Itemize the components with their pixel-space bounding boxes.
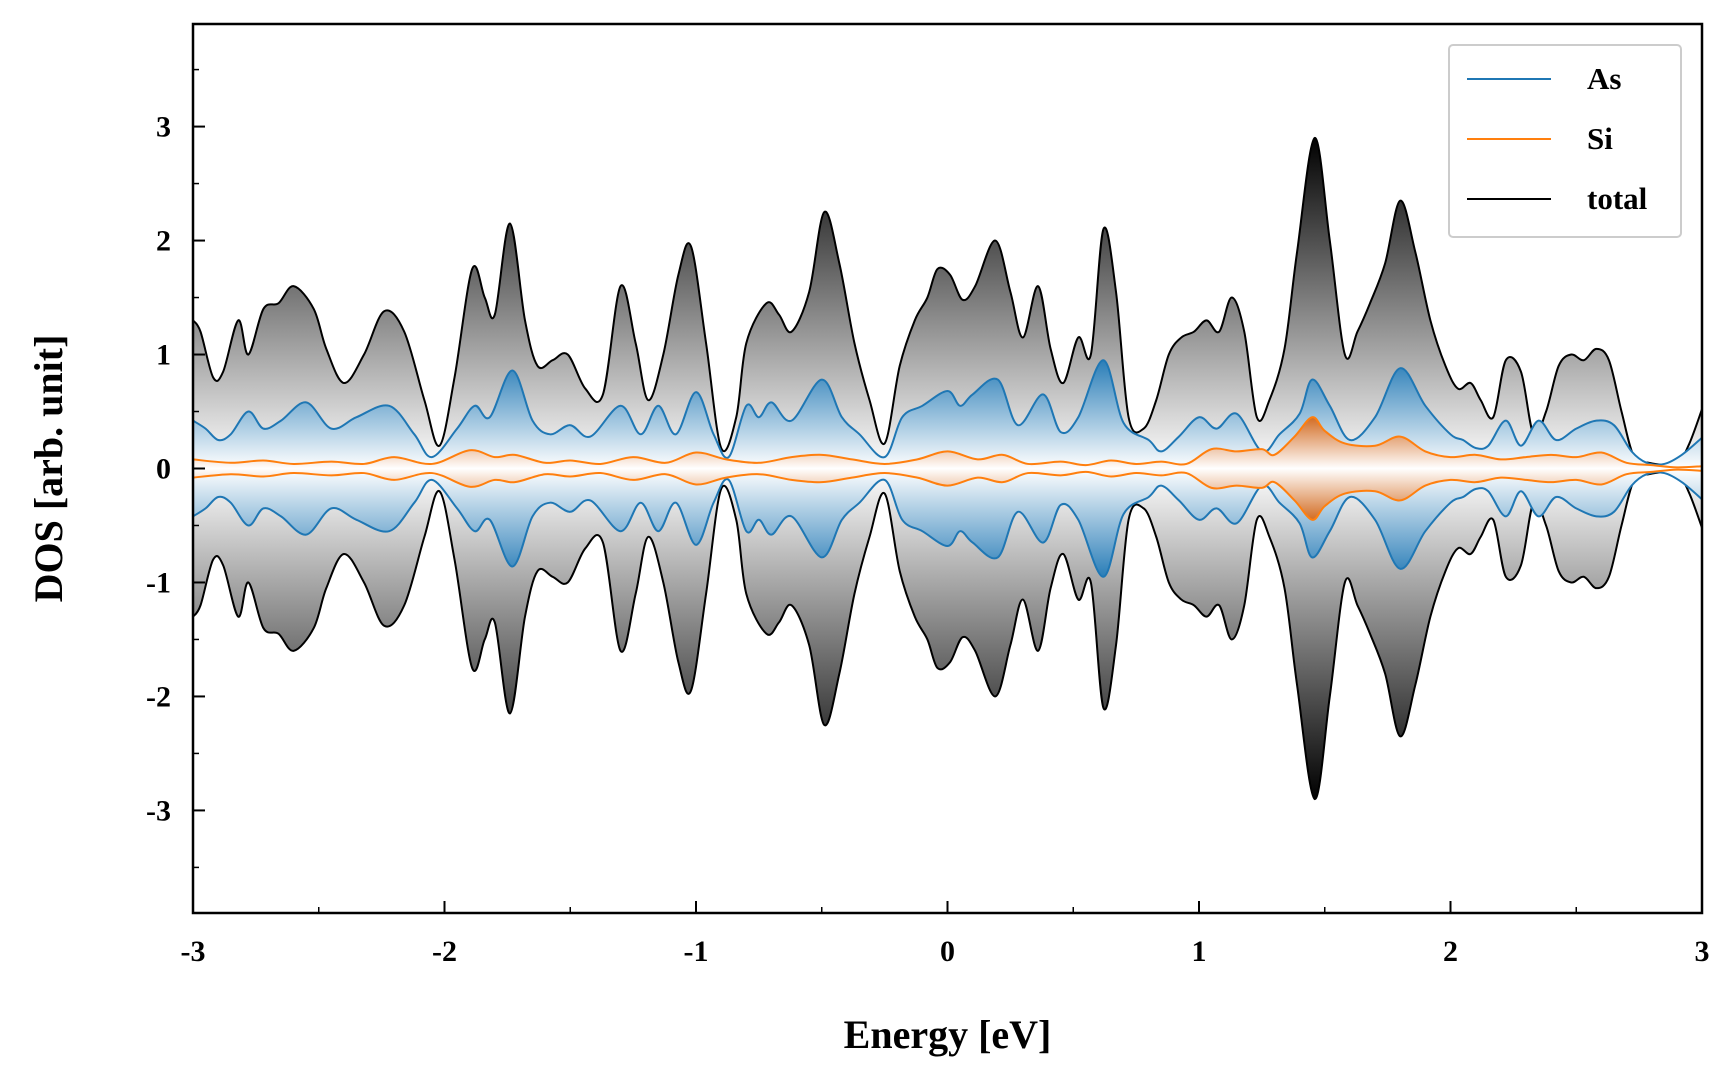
y-tick-label: 0 <box>156 453 171 486</box>
plot-area <box>193 136 1702 801</box>
x-tick-label: -2 <box>432 935 457 968</box>
x-tick-label: 3 <box>1695 935 1710 968</box>
x-tick-label: -3 <box>181 935 206 968</box>
y-tick-label: 3 <box>156 111 171 144</box>
x-tick-label: 1 <box>1192 935 1207 968</box>
y-axis-title: DOS [arb. unit] <box>26 335 71 603</box>
x-axis-title: Energy [eV] <box>844 1012 1052 1057</box>
legend-label: Si <box>1587 121 1613 156</box>
legend-box <box>1448 44 1682 238</box>
y-tick-label: -3 <box>146 794 171 827</box>
legend-label: As <box>1587 61 1621 96</box>
legend-label: total <box>1587 181 1648 216</box>
series-si-band <box>193 416 1702 521</box>
x-tick-label: -1 <box>684 935 709 968</box>
y-tick-label: -1 <box>146 566 171 599</box>
legend-item-as: As <box>1467 61 1621 96</box>
y-tick-label: 2 <box>156 225 171 258</box>
series-si-line-upper <box>193 416 1702 469</box>
legend-item-si: Si <box>1467 121 1613 156</box>
y-tick-label: 1 <box>156 339 171 372</box>
series-total-line-lower <box>193 468 1702 801</box>
series-si-fill <box>193 417 1702 520</box>
axis-ticks: -3 -2 -1 0 1 2 3 -3 -2 -1 0 1 2 3 <box>146 68 1710 968</box>
series-si-line-lower <box>193 468 1702 521</box>
legend-item-total: total <box>1467 181 1648 216</box>
y-tick-label: -2 <box>146 680 171 713</box>
series-as-line-upper <box>193 359 1702 466</box>
legend: As Si total <box>1448 44 1682 238</box>
x-tick-label: 0 <box>940 935 955 968</box>
series-total-line-upper <box>193 136 1702 469</box>
x-tick-label: 2 <box>1443 935 1458 968</box>
series-as-line-lower <box>193 471 1702 578</box>
